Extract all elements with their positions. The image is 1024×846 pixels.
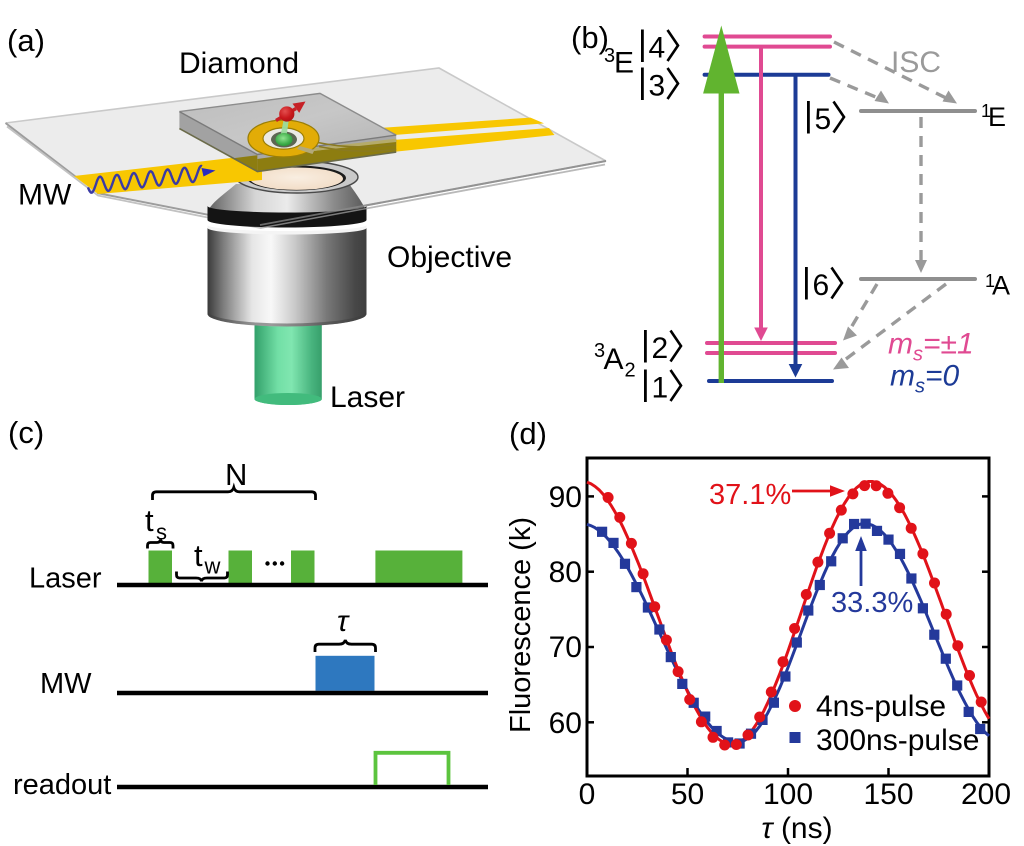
svg-text:90: 90 bbox=[549, 481, 582, 514]
svg-text:t: t bbox=[194, 538, 203, 573]
svg-text:MW: MW bbox=[18, 179, 72, 212]
svg-text:τ: τ bbox=[337, 605, 350, 638]
svg-text:4ns-pulse: 4ns-pulse bbox=[816, 690, 946, 723]
svg-text:Laser: Laser bbox=[29, 563, 102, 595]
svg-text:1: 1 bbox=[985, 271, 995, 291]
svg-text:2: 2 bbox=[652, 332, 669, 365]
svg-text:33.3%: 33.3% bbox=[831, 587, 913, 619]
svg-text:t: t bbox=[145, 503, 154, 538]
svg-text:1: 1 bbox=[981, 101, 991, 121]
svg-text:200: 200 bbox=[961, 778, 1011, 811]
svg-text:3: 3 bbox=[649, 70, 666, 103]
svg-text:ms=0: ms=0 bbox=[890, 360, 960, 398]
svg-text:(c): (c) bbox=[8, 415, 44, 450]
svg-text:(b): (b) bbox=[571, 20, 609, 55]
svg-text:A: A bbox=[992, 271, 1010, 301]
svg-text:(d): (d) bbox=[509, 416, 547, 451]
svg-text:2: 2 bbox=[625, 360, 636, 382]
svg-text:70: 70 bbox=[549, 631, 582, 664]
svg-text:MW: MW bbox=[40, 668, 92, 700]
svg-text:1: 1 bbox=[652, 372, 669, 405]
svg-text:60: 60 bbox=[549, 707, 582, 740]
svg-text:Fluorescence (k): Fluorescence (k) bbox=[505, 517, 537, 733]
svg-text:80: 80 bbox=[549, 556, 582, 589]
svg-text:100: 100 bbox=[763, 778, 813, 811]
svg-text:Diamond: Diamond bbox=[179, 47, 299, 80]
svg-text:3: 3 bbox=[604, 45, 615, 67]
svg-text:4: 4 bbox=[649, 32, 666, 65]
svg-text:A: A bbox=[604, 343, 624, 376]
svg-text:0: 0 bbox=[579, 778, 596, 811]
svg-text:150: 150 bbox=[863, 778, 913, 811]
svg-text:E: E bbox=[614, 47, 634, 80]
svg-text:5: 5 bbox=[815, 103, 832, 136]
svg-text:s: s bbox=[156, 520, 167, 545]
svg-text:ISC: ISC bbox=[891, 46, 941, 79]
svg-text:Laser: Laser bbox=[330, 381, 405, 414]
svg-text:ms=±1: ms=±1 bbox=[888, 328, 974, 366]
svg-text:E: E bbox=[988, 102, 1006, 132]
svg-text:300ns-pulse: 300ns-pulse bbox=[816, 724, 979, 757]
svg-text:(a): (a) bbox=[7, 23, 45, 58]
svg-text:N: N bbox=[225, 457, 247, 492]
svg-text:6: 6 bbox=[813, 269, 830, 302]
svg-text:w: w bbox=[204, 554, 221, 579]
svg-text:readout: readout bbox=[13, 769, 111, 801]
svg-text:50: 50 bbox=[671, 778, 704, 811]
svg-text:37.1%: 37.1% bbox=[709, 479, 791, 511]
svg-text:3: 3 bbox=[594, 340, 605, 362]
svg-text:τ (ns): τ (ns) bbox=[761, 812, 832, 845]
svg-text:Objective: Objective bbox=[387, 241, 512, 274]
